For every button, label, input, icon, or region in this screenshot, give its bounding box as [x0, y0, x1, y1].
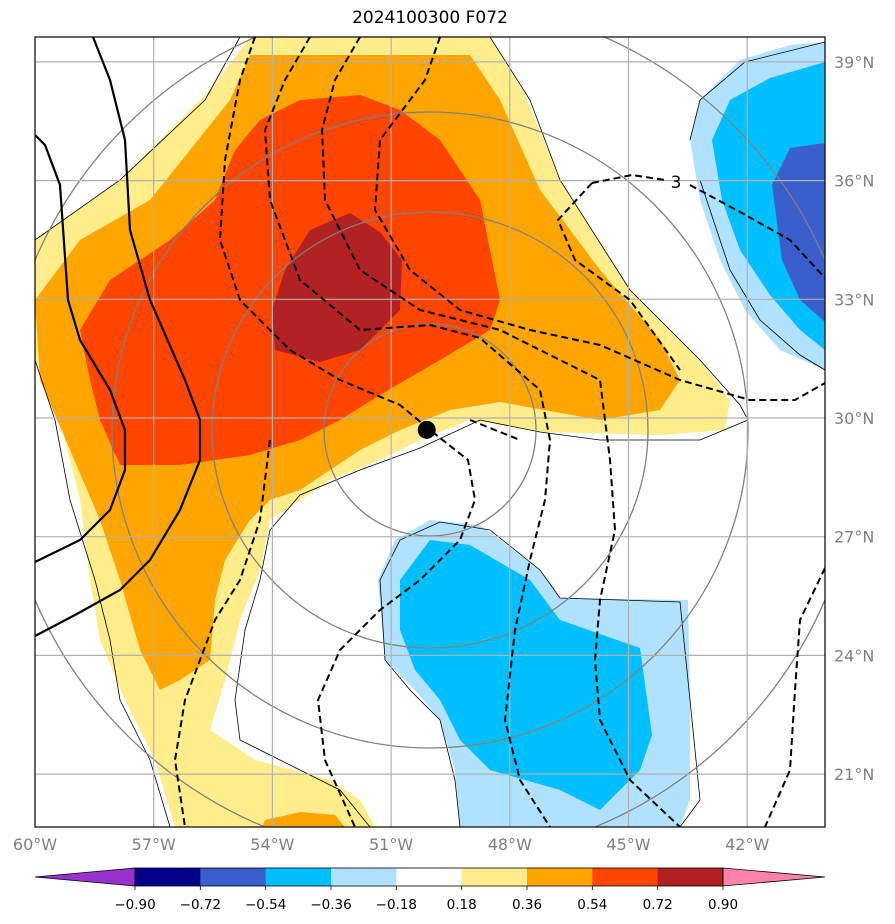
colorbar-outline	[134, 867, 724, 887]
lon-tick-labels: 60°W 57°W 54°W 51°W 48°W 45°W 42°W	[13, 835, 770, 854]
colorbar-segment	[527, 868, 593, 886]
colorbar-segment	[135, 868, 201, 886]
lat-tick-label: 21°N	[834, 765, 874, 784]
lat-tick-label: 30°N	[834, 409, 874, 428]
lat-tick-labels: 39°N 36°N 33°N 30°N 27°N 24°N 21°N	[834, 53, 874, 784]
contour-label: 3	[671, 173, 682, 193]
lat-tick-label: 24°N	[834, 646, 874, 665]
anomaly-fill-positive-4	[272, 213, 402, 362]
colorbar: −0.90 −0.72 −0.54 −0.36 −0.18 0.18 0.36 0.54 0.7…	[34, 867, 826, 913]
colorbar-tick-label: −0.18	[376, 897, 417, 913]
colorbar-segment	[200, 868, 267, 886]
colorbar-tick-label: 0.90	[708, 897, 738, 913]
map-panel: 3	[35, 37, 825, 827]
storm-center-marker	[417, 420, 436, 439]
colorbar-tick-label: 0.36	[512, 897, 542, 913]
colorbar-segment	[461, 868, 528, 886]
lat-tick-label: 36°N	[834, 172, 874, 191]
colorbar-segment	[657, 868, 724, 886]
colorbar-tick-label: 0.54	[577, 897, 607, 913]
lon-tick-label: 48°W	[488, 835, 532, 854]
lon-tick-label: 42°W	[725, 835, 769, 854]
lat-tick-label: 39°N	[834, 53, 874, 72]
colorbar-segment	[592, 868, 659, 886]
anomaly-fill-negative-2-south	[400, 540, 652, 810]
colorbar-tick-label: 0.18	[447, 897, 477, 913]
colorbar-extend-low	[34, 867, 136, 887]
colorbar-segment	[331, 868, 397, 886]
lat-tick-label: 27°N	[834, 528, 874, 547]
distance-rings	[35, 37, 825, 827]
colorbar-tick-label: −0.72	[180, 897, 221, 913]
colorbar-tick-label: 0.72	[643, 897, 673, 913]
map-title: 2024100300 F072	[352, 8, 508, 28]
colorbar-tick-label: −0.54	[245, 897, 286, 913]
graticule	[35, 37, 825, 827]
map-frame	[34, 36, 826, 828]
colorbar-extend-high	[722, 867, 826, 887]
dashed-contours	[173, 37, 825, 827]
colorbar-tick-label: −0.36	[310, 897, 351, 913]
lon-tick-label: 60°W	[13, 835, 57, 854]
colorbar-tick-label: −0.90	[114, 897, 155, 913]
colorbar-segment	[396, 868, 463, 886]
lon-tick-label: 54°W	[250, 835, 294, 854]
thin-contours	[35, 37, 825, 827]
colorbar-segment	[265, 868, 332, 886]
anomaly-fill-positive-2-south	[262, 812, 345, 827]
lon-tick-label: 57°W	[132, 835, 176, 854]
lat-tick-label: 33°N	[834, 290, 874, 309]
lon-tick-label: 45°W	[606, 835, 650, 854]
solid-contours	[35, 37, 202, 637]
lon-tick-label: 51°W	[369, 835, 413, 854]
